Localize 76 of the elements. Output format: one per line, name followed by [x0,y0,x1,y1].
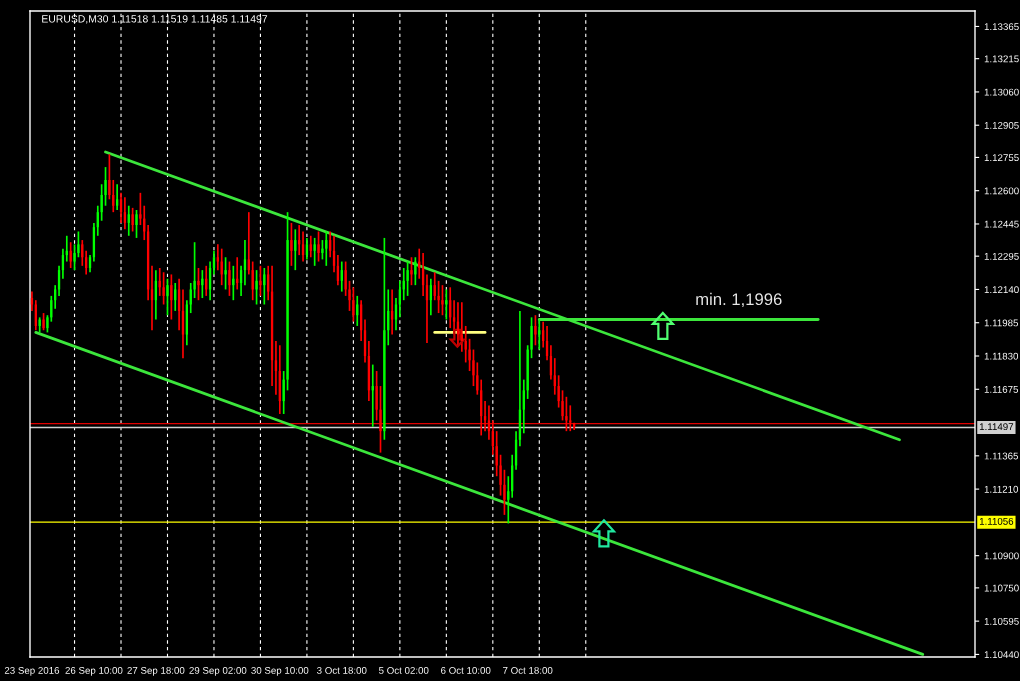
candlestick [507,475,510,525]
y-tick-label: 1.12905 [984,121,1019,129]
candlestick [414,256,417,286]
candlestick [259,265,262,297]
x-tick-label: 26 Sep 10:00 [65,666,123,676]
candlestick [348,280,351,312]
y-tick-label: 1.12445 [984,220,1019,228]
candlestick [170,273,173,321]
chart-title: EURUSD,M30 1.11518 1.11519 1.11485 1.11497 [42,15,268,24]
y-tick-label: 1.12140 [984,286,1019,294]
candlestick [162,271,165,306]
candlestick [127,204,130,237]
candlestick [267,265,270,302]
y-tick-label: 1.10440 [984,651,1019,659]
x-tick-label: 30 Sep 10:00 [251,666,309,676]
candlestick [383,237,386,441]
y-tick-label: 1.11675 [984,386,1019,393]
candlestick [201,269,204,299]
candlestick [166,277,169,317]
y-tick-label: 1.11830 [984,352,1019,360]
y-tick-label: 1.12295 [984,252,1019,260]
candlestick [255,269,258,306]
ref-line-label: 1.11497 [979,423,1014,431]
x-tick-label: 23 Sep 2016 [4,666,60,676]
candlestick [197,267,200,302]
candlestick [565,395,568,432]
candlestick [216,243,219,271]
candlestick [464,325,467,364]
y-tick-label: 1.12755 [984,154,1019,162]
x-tick-label: 29 Sep 02:00 [189,666,247,676]
candlestick [569,404,572,432]
candlestick [73,243,76,271]
candlestick [42,312,45,332]
candlestick [344,260,347,297]
candlestick [313,237,316,267]
y-tick-label: 1.10750 [984,584,1019,592]
candlestick [224,256,227,291]
x-tick-label: 27 Sep 18:00 [127,666,185,676]
candlestick [228,260,231,297]
y-tick-label: 1.13365 [984,23,1019,31]
x-tick-label: 7 Oct 18:00 [503,666,553,674]
candlestick [115,183,119,211]
candlestick [538,318,541,351]
y-tick-label: 1.10900 [984,552,1019,560]
candlestick [406,260,409,297]
candlestick [445,288,448,321]
candlestick [394,297,398,332]
y-tick-label: 1.11985 [984,319,1019,327]
x-tick-label: 6 Oct 10:00 [441,666,491,674]
candlestick [410,256,413,286]
candlestick [561,389,564,422]
candlestick [379,385,382,454]
x-tick-label: 5 Oct 02:00 [379,666,429,674]
annotation: min. 1,1996 [696,292,782,308]
y-tick-label: 1.13215 [984,55,1019,63]
candlestick [503,468,506,516]
candlestick [104,166,107,207]
candlestick [309,234,312,259]
candlestick [390,288,394,336]
candlestick [375,370,378,422]
y-tick-label: 1.11365 [984,452,1019,460]
y-tick-label: 1.13060 [984,88,1019,96]
candlestick [534,314,537,347]
candlestick [325,230,328,267]
candlestick [317,230,320,263]
candlestick [352,286,355,323]
candlestick [441,284,444,317]
y-tick-label: 1.10595 [984,617,1019,625]
candlestick [77,230,80,259]
candlestick [135,209,138,239]
x-tick-label: 3 Oct 18:00 [317,666,367,674]
candlestick [131,207,134,233]
y-tick-label: 1.11210 [984,485,1019,493]
ref-line-label: 1.11056 [979,517,1014,525]
y-tick-label: 1.12600 [984,187,1019,195]
candlestick [290,222,293,267]
